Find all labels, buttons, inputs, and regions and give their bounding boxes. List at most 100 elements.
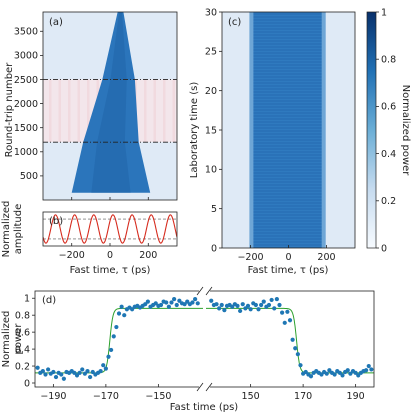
data-point [185,299,190,304]
data-point [348,371,353,376]
panel-b-xlabel: Fast time, τ (ps) [70,265,151,276]
data-point [308,374,314,379]
colorbar-tick-label: 0.2 [381,196,396,207]
data-point [169,300,174,305]
data-point [280,310,285,315]
data-point [80,367,85,372]
data-point [274,296,279,302]
data-point [43,372,48,377]
colorbar: 0 0.2 0.4 0.6 0.8 1 Normalized power [366,7,411,254]
data-point [272,306,277,311]
data-point [190,300,195,305]
data-point [287,318,293,323]
panel-a-heatmap: 500 1000 1500 2000 2500 3000 3500 (a) Round-tr… [4,11,178,201]
colorbar-tick-label: 0.4 [381,149,396,160]
data-point [177,298,182,303]
panel-c-label: (c) [228,17,241,28]
panel-c-heatmap: −200 0 200 0 5 10 15 20 25 30 (c) Laboratory tim… [189,7,356,276]
data-point [51,369,56,375]
data-point [238,308,243,314]
data-point [245,303,251,308]
data-point [130,307,135,312]
data-point [119,304,124,309]
y-tick-label: 20 [205,86,217,97]
panel-b-ylabel-line1: Normalized [1,201,12,258]
panel-c-pulse [252,12,323,248]
band-stripe [77,79,80,143]
panel-c-x-ticks: −200 0 200 [237,245,336,263]
data-point [369,367,374,372]
data-point [327,368,332,373]
panel-c-y-ticks: 0 5 10 15 20 25 30 [205,7,222,254]
y-tick-label: 3500 [14,27,38,38]
data-point [356,373,361,378]
panel-c-ylabel: Laboratory time (s) [189,82,200,179]
x-tick-label: −190 [40,391,66,402]
data-point [293,346,298,351]
data-point [235,303,240,308]
data-point [103,366,108,371]
data-point [111,334,116,339]
axis-break-gap-bottom [199,383,210,391]
panel-d-ylabel-line1: Normalized [1,311,12,368]
data-point [143,302,148,307]
band-stripe [153,79,156,143]
data-point [122,313,127,318]
panel-c-pulse-edge-left [249,12,254,248]
panel-d-label: (d) [42,295,56,306]
y-tick-label: 2000 [14,99,38,110]
y-tick-label: 0.8 [15,310,30,321]
data-point [209,298,214,303]
panel-a-label: (a) [49,17,63,28]
data-point [116,311,122,316]
colorbar-gradient [366,11,377,249]
panel-d-points-right [209,296,374,379]
axis-break-mark [196,286,204,296]
data-point [90,369,95,375]
panel-d-x-ticks: −190 −170 −150 150 170 190 [40,384,365,402]
data-point [101,363,106,368]
x-tick-label: −150 [145,391,171,402]
data-point [217,306,222,311]
y-tick-label: 2500 [14,75,38,86]
data-point [266,302,272,308]
axis-break-mark [196,382,204,392]
panel-d-xlabel: Fast time (ps) [170,402,239,413]
y-tick-label: 10 [205,165,217,176]
x-tick-label: 0 [285,252,291,263]
data-point [174,302,179,308]
data-point [88,374,93,380]
data-point [243,306,248,311]
data-point [195,301,200,306]
y-tick-label: 30 [205,7,217,18]
panel-b-ylabel-line2: amplitude [13,204,24,255]
axis-break-mark [205,382,213,392]
band-stripe [163,79,166,143]
y-tick-label: 1000 [14,147,38,158]
data-point [337,370,342,375]
data-point [366,363,371,369]
data-point [61,376,66,381]
colorbar-label: Normalized power [400,85,411,177]
panel-a-dashed-lines [43,79,177,143]
data-point [340,373,345,378]
x-tick-label: 200 [317,252,335,263]
x-tick-label: −170 [93,391,119,402]
panel-c-pulse-edge-right [321,12,326,248]
data-point [172,296,177,302]
x-tick-label: 150 [242,391,260,402]
data-point [219,302,224,308]
panel-c-xlabel: Fast time, τ (ps) [248,265,329,276]
panel-d-fit-left [35,307,203,374]
data-point [106,354,111,359]
data-point [164,300,169,305]
data-point [290,337,295,342]
panel-d-ylabel-line2: power [13,323,24,355]
panel-d-points-left [35,296,200,381]
data-point [303,369,308,375]
x-tick-label: 0 [107,250,113,261]
y-tick-label: 0.4 [15,344,30,355]
y-tick-label: 15 [205,125,217,136]
y-tick-label: 1 [24,294,30,305]
data-point [82,371,87,376]
